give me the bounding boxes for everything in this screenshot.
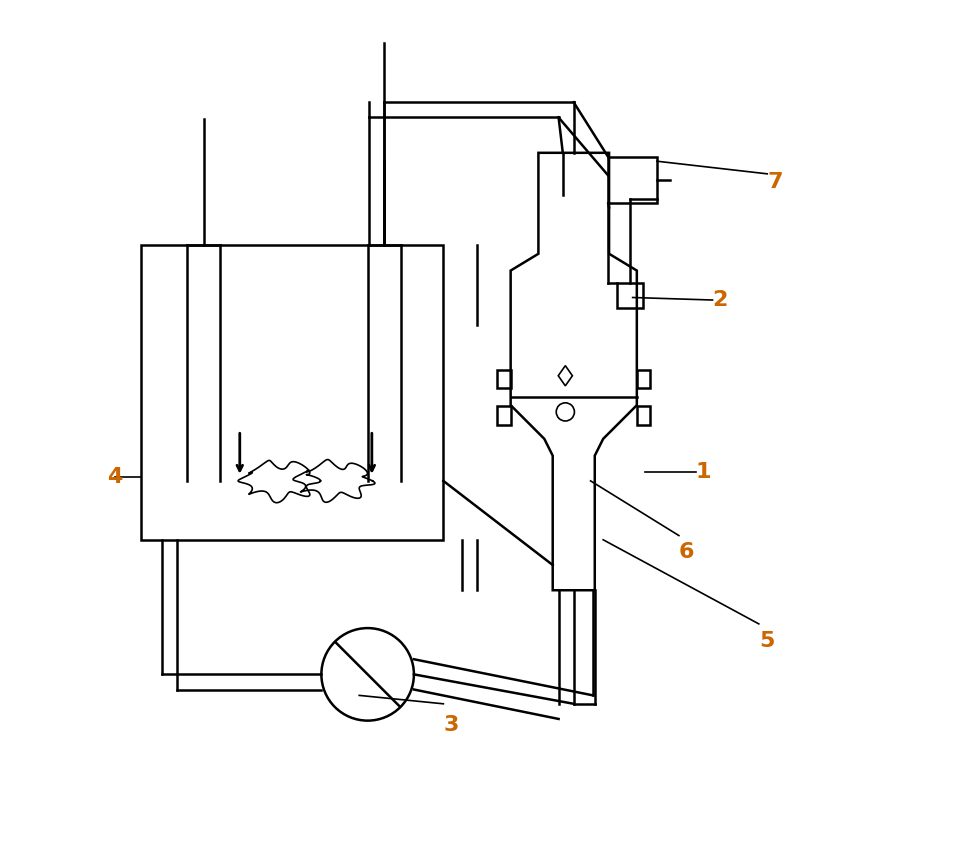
Text: 5: 5: [758, 630, 774, 651]
Bar: [617, 284, 642, 308]
Text: 7: 7: [766, 172, 781, 192]
Text: 3: 3: [443, 715, 458, 735]
Bar: [497, 406, 510, 425]
Bar: [497, 370, 510, 388]
Bar: [637, 406, 650, 425]
Text: 6: 6: [679, 543, 694, 562]
Text: 4: 4: [107, 467, 122, 487]
Bar: [140, 246, 443, 540]
Bar: [637, 370, 650, 388]
Text: 1: 1: [695, 463, 711, 483]
Bar: [608, 157, 657, 203]
Text: 2: 2: [712, 290, 727, 310]
